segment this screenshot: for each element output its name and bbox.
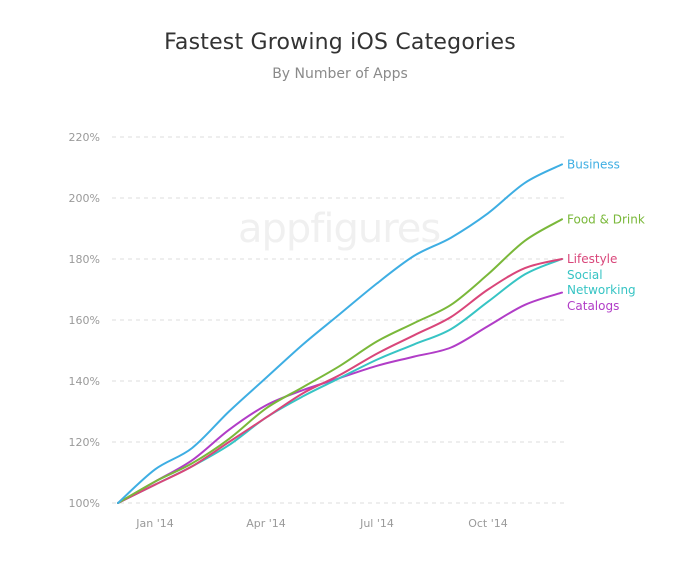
- y-tick-label: 200%: [69, 192, 100, 205]
- y-tick-label: 100%: [69, 497, 100, 510]
- x-tick-label: Oct '14: [468, 517, 508, 530]
- chart-subtitle: By Number of Apps: [272, 66, 408, 82]
- legend-label: Food & Drink: [567, 212, 645, 226]
- x-tick-label: Jan '14: [135, 517, 173, 530]
- y-tick-label: 140%: [69, 375, 100, 388]
- gridlines: [112, 136, 565, 504]
- y-tick-label: 120%: [69, 436, 100, 449]
- x-tick-label: Jul '14: [359, 517, 394, 530]
- series-lines: [117, 163, 563, 504]
- x-tick-label: Apr '14: [246, 517, 286, 530]
- y-tick-label: 160%: [69, 314, 100, 327]
- legend-label: Lifestyle: [567, 252, 617, 266]
- x-axis-ticks: Jan '14 Apr '14 Jul '14 Oct '14: [135, 517, 508, 530]
- legend-label: Business: [567, 157, 620, 171]
- y-axis-ticks: 100% 120% 140% 160% 180% 200% 220%: [69, 131, 100, 510]
- y-tick-label: 180%: [69, 253, 100, 266]
- legend-label: Catalogs: [567, 299, 619, 313]
- legend: Business Food & Drink Lifestyle Social Netwo…: [567, 157, 645, 313]
- legend-label: Social Networking: [567, 268, 636, 297]
- series-line-food-drink: [117, 218, 563, 504]
- series-line-lifestyle: [117, 258, 563, 504]
- y-tick-label: 220%: [69, 131, 100, 144]
- series-line-business: [117, 163, 563, 504]
- watermark-text: appfigures: [238, 206, 440, 252]
- chart-title: Fastest Growing iOS Categories: [164, 30, 516, 55]
